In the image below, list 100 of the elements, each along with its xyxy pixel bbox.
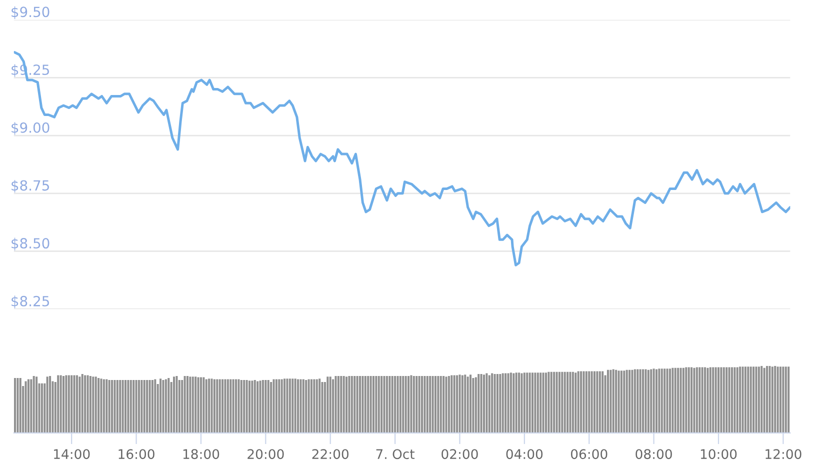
x-tick-label: 16:00	[118, 449, 154, 460]
bar	[230, 379, 232, 433]
bar	[464, 374, 466, 433]
bar	[758, 366, 760, 433]
bar	[246, 380, 248, 433]
bar	[672, 368, 674, 433]
bar	[14, 378, 16, 433]
bar	[544, 372, 547, 433]
bar	[677, 368, 680, 433]
bar	[197, 377, 200, 433]
bar	[528, 372, 531, 433]
bar	[615, 370, 618, 433]
bar	[216, 379, 218, 433]
bar	[200, 377, 202, 433]
bar	[620, 370, 622, 433]
bar	[631, 370, 634, 433]
bar	[577, 371, 580, 433]
bar	[572, 372, 574, 433]
bar	[222, 379, 224, 433]
bar	[709, 367, 712, 433]
bar	[205, 379, 208, 433]
bar	[755, 366, 758, 433]
bar	[432, 376, 434, 433]
bar	[106, 379, 108, 433]
bar	[606, 370, 609, 433]
bar	[160, 378, 162, 433]
bar	[418, 376, 420, 433]
bar	[122, 380, 124, 433]
bar	[388, 376, 391, 433]
x-tick-label: 7. Oct	[376, 449, 415, 460]
bar	[98, 378, 100, 433]
bar	[321, 382, 324, 433]
bar	[515, 372, 518, 433]
bar	[24, 381, 27, 433]
bar	[235, 379, 238, 433]
bar	[534, 372, 536, 433]
bar	[426, 376, 428, 433]
bar	[380, 376, 383, 433]
bar	[542, 372, 544, 433]
bar	[102, 379, 105, 433]
bar	[111, 380, 114, 433]
bar	[394, 376, 396, 433]
bar	[736, 367, 738, 433]
bar	[108, 380, 110, 433]
bar	[728, 367, 730, 433]
bar	[296, 379, 300, 433]
bar	[78, 376, 81, 433]
bar	[92, 376, 94, 433]
bar	[445, 376, 448, 433]
bar	[184, 376, 186, 433]
bar	[140, 380, 143, 433]
bar	[674, 368, 676, 433]
bar	[596, 371, 598, 433]
y-tick-label: $9.50	[12, 6, 50, 20]
bar	[116, 380, 118, 433]
bar	[628, 370, 631, 433]
bar	[68, 375, 70, 433]
y-tick-label: $8.25	[12, 296, 49, 308]
x-tick-label: 02:00	[442, 449, 478, 460]
bar	[189, 376, 192, 433]
bar	[776, 366, 779, 433]
bar	[752, 366, 755, 433]
bar	[655, 369, 658, 433]
bar	[582, 371, 585, 433]
x-tick-label: 06:00	[570, 449, 608, 460]
bar	[218, 379, 221, 433]
bar	[332, 379, 334, 433]
bar	[461, 375, 464, 433]
bar	[278, 379, 280, 433]
bar	[742, 366, 744, 433]
bar	[564, 372, 566, 433]
bar	[65, 375, 68, 433]
bar	[636, 369, 639, 433]
bar	[346, 376, 348, 433]
bar	[499, 374, 502, 433]
bar	[450, 375, 453, 433]
bar	[612, 369, 614, 433]
bar	[744, 366, 746, 433]
bar	[383, 376, 386, 433]
bar	[124, 380, 127, 433]
bar	[788, 366, 790, 433]
bar	[326, 376, 329, 433]
bar	[548, 372, 550, 433]
bar	[238, 379, 240, 433]
bar	[127, 380, 130, 433]
bar	[318, 378, 321, 433]
bar	[354, 376, 356, 433]
bar	[391, 376, 394, 433]
bar	[178, 380, 180, 433]
bar	[57, 375, 60, 433]
bar	[76, 375, 78, 433]
bar	[456, 375, 458, 433]
bar	[766, 366, 768, 433]
bar	[367, 376, 370, 433]
x-tick-label: 12:00	[766, 449, 802, 460]
bar	[251, 380, 254, 433]
bar	[488, 375, 490, 433]
bar	[138, 380, 140, 433]
bar	[722, 367, 725, 433]
bar	[680, 368, 682, 433]
